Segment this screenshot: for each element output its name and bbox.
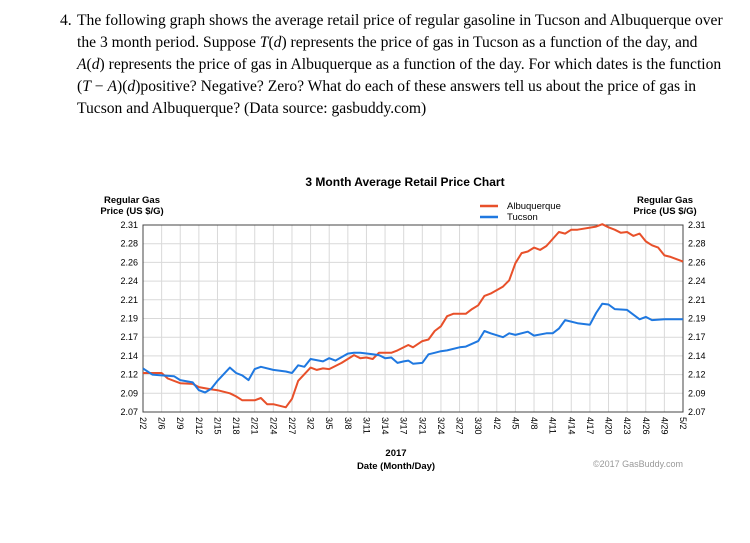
- y-tick-label-left: 2.09: [120, 388, 138, 398]
- text-segment: ) represents the price of gas in Tucson …: [281, 34, 698, 51]
- y-tick-label-right: 2.17: [688, 332, 706, 342]
- x-tick-label: 2/27: [287, 417, 297, 435]
- x-tick-label: 2/12: [194, 417, 204, 435]
- y-tick-label-right: 2.21: [688, 295, 706, 305]
- y-tick-label-left: 2.17: [120, 332, 138, 342]
- text-segment: (: [268, 34, 274, 51]
- question-number: 4.: [60, 12, 72, 29]
- y-tick-label-left: 2.14: [120, 351, 138, 361]
- question-line: The following graph shows the average re…: [77, 10, 723, 32]
- y-tick-label-left: 2.21: [120, 295, 138, 305]
- x-tick-label: 4/2: [492, 417, 502, 430]
- question-line: Tucson and Albuquerque? (Data source: ga…: [77, 98, 426, 120]
- y-tick-label-left: 2.24: [120, 276, 138, 286]
- axes: 2/2 2/6 2/9 2/12 2/15 2/18 2/21 2/24 2/27 3/2 3/5 3…: [120, 220, 705, 435]
- math-variable: A: [77, 56, 87, 73]
- text-segment: ) represents the price of gas in Albuque…: [99, 56, 722, 73]
- left-axis-label-2: Price (US $/G): [100, 206, 163, 217]
- math-variable: T: [259, 34, 269, 51]
- right-axis-label-2: Price (US $/G): [633, 206, 696, 217]
- y-tick-label-right: 2.19: [688, 314, 706, 324]
- y-tick-label-right: 2.24: [688, 276, 706, 286]
- x-tick-label: 2/18: [231, 417, 241, 435]
- legend: Albuquerque Tucson: [480, 201, 561, 223]
- x-tick-label: 3/30: [473, 417, 483, 435]
- x-tick-label: 2/21: [250, 417, 260, 435]
- y-tick-label-right: 2.31: [688, 220, 706, 230]
- x-tick-label: 3/14: [380, 417, 390, 435]
- x-tick-label: 3/5: [324, 417, 334, 430]
- question-line: A(d) represents the price of gas in Albu…: [77, 54, 721, 76]
- x-tick-label: 3/8: [343, 417, 353, 430]
- y-tick-label-left: 2.19: [120, 314, 138, 324]
- math-variable: d: [127, 78, 136, 95]
- y-tick-label-right: 2.07: [688, 407, 706, 417]
- x-axis-year: 2017: [385, 448, 406, 459]
- question-line: the 3 month period. Suppose T(d) represe…: [77, 32, 697, 54]
- x-axis-label: Date (Month/Day): [357, 461, 435, 472]
- text-segment: Tucson and Albuquerque? (Data source: ga…: [77, 100, 427, 117]
- x-tick-label: 4/17: [585, 417, 595, 435]
- x-tick-label: 4/8: [529, 417, 539, 430]
- x-tick-label: 4/14: [566, 417, 576, 435]
- text-segment: the 3 month period. Suppose: [77, 34, 260, 51]
- x-tick-label: 4/26: [641, 417, 651, 435]
- text-segment: (: [77, 78, 83, 95]
- x-tick-label: 2/6: [157, 417, 167, 430]
- y-tick-label-right: 2.14: [688, 351, 706, 361]
- x-tick-label: 3/11: [361, 417, 371, 434]
- series-line-tucson: [142, 302, 683, 394]
- legend-label-albuquerque: Albuquerque: [507, 201, 561, 212]
- x-tick-label: 2/24: [268, 417, 278, 435]
- x-tick-label: 4/5: [510, 417, 520, 430]
- text-segment: (: [86, 56, 92, 73]
- chart-title: 3 Month Average Retail Price Chart: [305, 175, 504, 189]
- y-tick-label-left: 2.31: [120, 220, 138, 230]
- math-variable: A: [107, 78, 118, 95]
- copyright: ©2017 GasBuddy.com: [593, 459, 683, 469]
- x-tick-label: 3/2: [306, 417, 316, 430]
- x-tick-label: 2/9: [175, 417, 185, 430]
- y-tick-label-left: 2.28: [120, 239, 138, 249]
- x-tick-label: 3/21: [417, 417, 427, 435]
- y-tick-label-left: 2.12: [120, 370, 138, 380]
- text-segment: The following graph shows the average re…: [77, 12, 723, 29]
- x-tick-label: 5/2: [678, 417, 688, 430]
- y-tick-label-right: 2.28: [688, 239, 706, 249]
- math-variable: d: [273, 34, 282, 51]
- series-line-albuquerque: [143, 223, 684, 409]
- series-lines: [142, 223, 684, 409]
- x-tick-label: 3/27: [455, 417, 465, 435]
- y-tick-label-right: 2.09: [688, 388, 706, 398]
- question-line: (T − A)(d)positive? Negative? Zero? What…: [77, 76, 696, 98]
- legend-label-tucson: Tucson: [507, 212, 538, 223]
- math-variable: d: [91, 56, 100, 73]
- math-variable: T: [82, 78, 91, 95]
- text-segment: −: [90, 78, 108, 95]
- text-segment: )(: [117, 78, 128, 95]
- x-tick-label: 4/29: [659, 417, 669, 435]
- x-tick-label: 4/11: [548, 417, 558, 434]
- x-tick-label: 2/2: [138, 417, 148, 430]
- y-tick-label-left: 2.26: [120, 257, 138, 267]
- y-tick-label-right: 2.12: [688, 370, 706, 380]
- left-axis-label-1: Regular Gas: [104, 195, 160, 206]
- right-axis-label-1: Regular Gas: [637, 195, 693, 206]
- y-tick-label-right: 2.26: [688, 257, 706, 267]
- x-tick-label: 4/20: [604, 417, 614, 435]
- grid: [142, 224, 684, 413]
- y-tick-label-left: 2.07: [120, 407, 138, 417]
- x-tick-label: 3/24: [436, 417, 446, 435]
- x-tick-label: 2/15: [212, 417, 222, 435]
- text-segment: )positive? Negative? Zero? What do each …: [135, 78, 697, 95]
- x-tick-label: 4/23: [622, 417, 632, 435]
- x-tick-label: 3/17: [399, 417, 409, 435]
